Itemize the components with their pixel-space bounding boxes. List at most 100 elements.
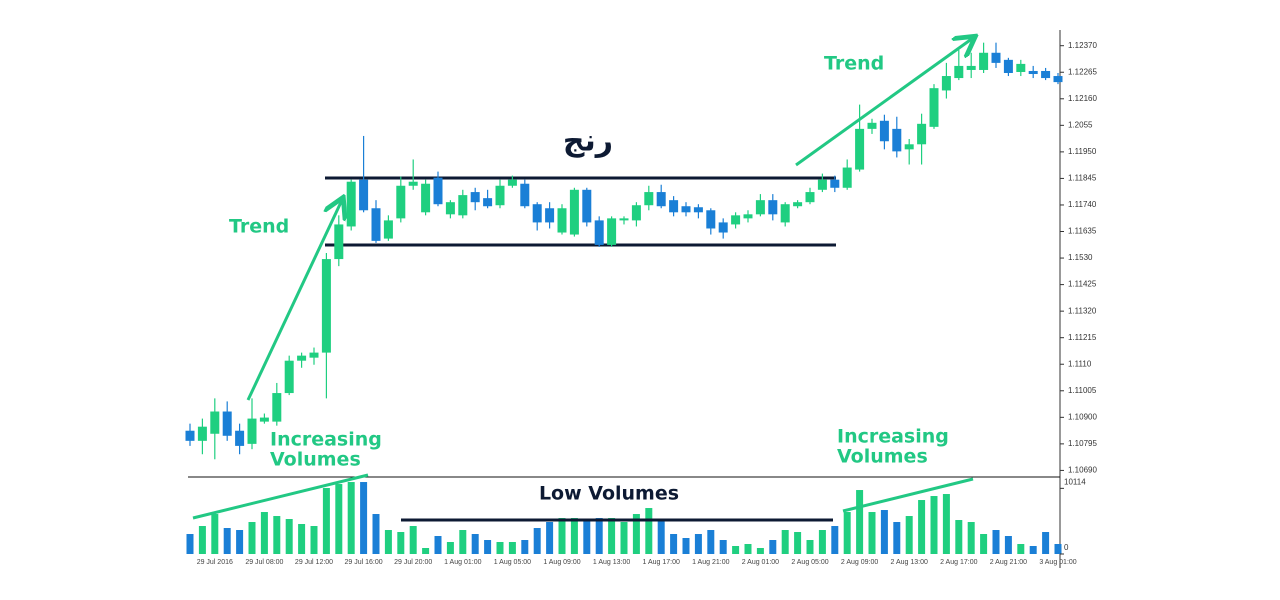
x-tick-label: 2 Aug 09:00 <box>841 559 878 566</box>
candle-body <box>1028 70 1038 75</box>
candle-body <box>644 192 654 206</box>
y-tick-label: 1.1110 <box>1068 359 1092 368</box>
volume-bar <box>1029 546 1037 554</box>
annotation: Volumes <box>270 449 361 471</box>
volume-bar <box>893 522 901 554</box>
volume-bar <box>211 514 219 554</box>
volume-bar <box>459 530 467 554</box>
x-tick-label: 2 Aug 21:00 <box>990 559 1027 566</box>
volume-bar <box>1042 532 1050 554</box>
x-tick-label: 3 Aug 01:00 <box>1039 559 1076 566</box>
candle-body <box>929 88 939 127</box>
volume-bar <box>880 510 888 554</box>
candle-body <box>210 411 220 434</box>
candle-body <box>669 200 679 213</box>
volume-bar <box>967 522 975 554</box>
x-tick-label: 29 Jul 20:00 <box>394 559 432 566</box>
candle-body <box>842 167 852 188</box>
candle-body <box>830 179 840 188</box>
volume-bar <box>533 528 541 554</box>
candle-body <box>433 177 443 205</box>
y-tick-label: 1.11950 <box>1068 147 1097 156</box>
candle-body <box>569 189 579 235</box>
candle-body <box>445 202 455 215</box>
candle-body <box>892 128 902 152</box>
volume-bar <box>682 538 690 554</box>
candle-body <box>607 218 617 245</box>
candle-body <box>755 200 765 215</box>
candle-body <box>507 179 517 186</box>
volume-bar <box>918 500 926 554</box>
volume-bar <box>347 482 355 554</box>
volume-bar <box>608 518 616 554</box>
volume-bar <box>794 532 802 554</box>
x-tick-label: 2 Aug 17:00 <box>940 559 977 566</box>
volume-bar <box>223 528 231 554</box>
annotation: Trend <box>824 53 884 75</box>
volume-bar <box>310 526 318 554</box>
volume-bar <box>570 518 578 554</box>
candle-body <box>917 123 927 145</box>
candle-body <box>817 179 827 190</box>
volume-bar <box>620 522 628 554</box>
candle-body <box>954 65 964 79</box>
candle-body <box>495 185 505 206</box>
x-tick-label: 29 Jul 2016 <box>197 559 233 566</box>
volume-bar <box>409 526 417 554</box>
candle-body <box>681 206 691 213</box>
candle-body <box>1053 76 1063 83</box>
x-tick-label: 1 Aug 13:00 <box>593 559 630 566</box>
volume-bar <box>471 534 479 554</box>
candle-body <box>991 52 1001 63</box>
x-tick-label: 2 Aug 05:00 <box>791 559 828 566</box>
x-tick-label: 1 Aug 17:00 <box>643 559 680 566</box>
candle-body <box>1041 70 1051 79</box>
volume-bar <box>1017 544 1025 554</box>
y-tick-label: 1.10690 <box>1068 466 1097 475</box>
candle-body <box>743 214 753 219</box>
candle-body <box>867 122 877 129</box>
candle-body <box>334 224 344 260</box>
volume-bar <box>756 548 764 554</box>
volume-bar <box>930 496 938 554</box>
x-tick-label: 29 Jul 12:00 <box>295 559 333 566</box>
candle-body <box>966 65 976 70</box>
y-tick-label: 1.11005 <box>1068 386 1097 395</box>
candle-body <box>222 411 232 436</box>
candle-body <box>383 220 393 239</box>
candle-body <box>619 218 629 221</box>
annotation: رنج <box>563 124 613 159</box>
candle-body <box>197 426 207 441</box>
candle-body <box>470 192 480 203</box>
volume-bar <box>186 534 194 554</box>
candle-body <box>780 204 790 223</box>
candle-body <box>879 120 889 142</box>
candle-body <box>631 205 641 221</box>
candle-body <box>346 181 356 227</box>
volume-bar <box>744 544 752 554</box>
candle-body <box>371 208 381 241</box>
candle-body <box>483 198 493 207</box>
candle-body <box>557 208 567 233</box>
volume-bar <box>397 532 405 554</box>
volume-bar <box>1054 544 1062 554</box>
volume-bar <box>298 524 306 554</box>
candle-body <box>855 128 865 170</box>
annotation: Volumes <box>837 446 928 468</box>
volume-bar <box>583 520 591 554</box>
volume-bar <box>434 536 442 554</box>
volume-bar <box>806 540 814 554</box>
candle-body <box>1003 59 1013 73</box>
volume-bar <box>856 490 864 554</box>
volume-bar <box>980 534 988 554</box>
volume-bar <box>508 542 516 554</box>
volume-bar <box>955 520 963 554</box>
y-tick-label: 1.10795 <box>1068 439 1097 448</box>
candle-body <box>247 418 257 444</box>
volume-tick-label: 10114 <box>1064 477 1086 486</box>
volume-bar <box>781 530 789 554</box>
volume-bar <box>657 520 665 554</box>
volume-bar <box>558 518 566 554</box>
volume-bar <box>422 548 430 554</box>
x-tick-label: 2 Aug 01:00 <box>742 559 779 566</box>
